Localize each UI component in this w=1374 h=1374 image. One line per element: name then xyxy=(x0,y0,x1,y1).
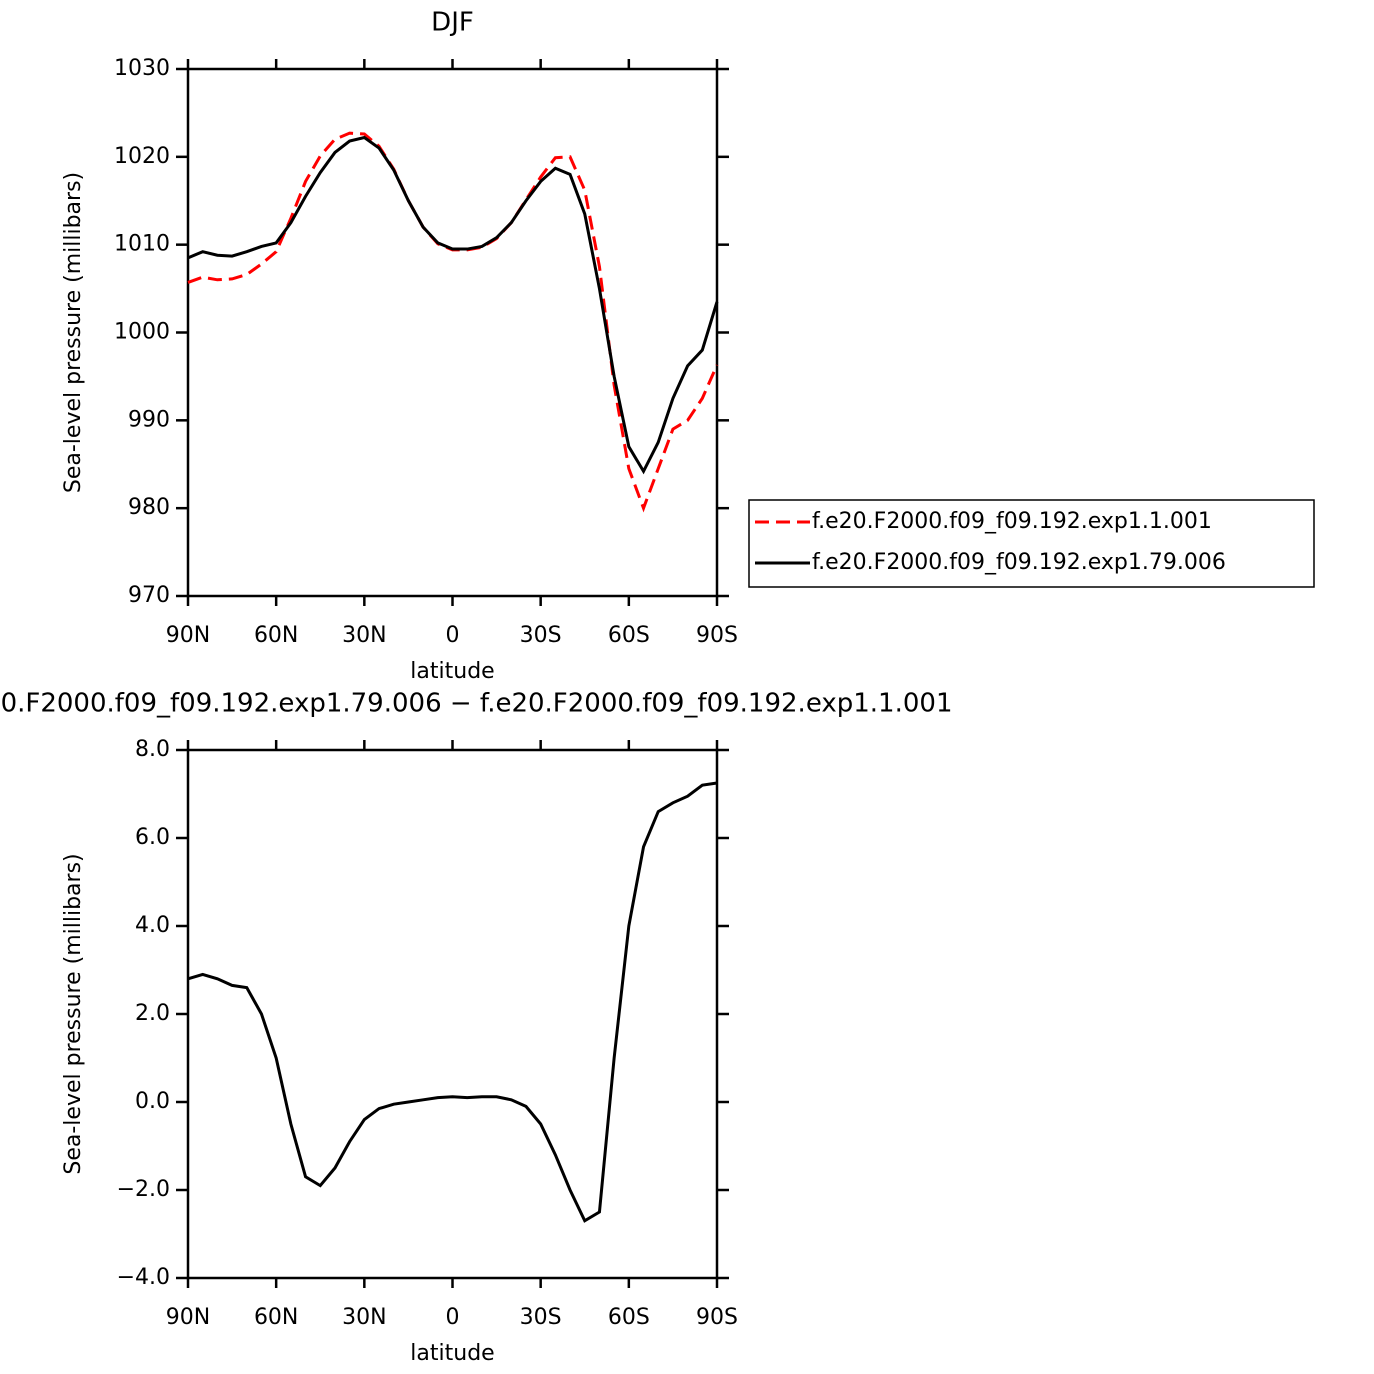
x-axis-label: latitude xyxy=(410,659,494,684)
chart-title: DJF xyxy=(431,8,474,38)
x-axis-label: latitude xyxy=(410,1341,494,1366)
y-axis-label: Sea-level pressure (millibars) xyxy=(61,853,86,1174)
y-tick-label: 980 xyxy=(128,495,170,520)
y-tick-label: 1030 xyxy=(114,56,170,81)
x-tick-label: 0 xyxy=(446,623,460,648)
data-line xyxy=(187,131,719,513)
plot-frame xyxy=(186,67,719,598)
x-tick-label: 30N xyxy=(342,623,386,648)
x-tick-label: 90N xyxy=(166,1305,210,1330)
x-tick-label: 30N xyxy=(342,1305,386,1330)
x-tick-label: 60N xyxy=(254,1305,298,1330)
y-tick-label: 8.0 xyxy=(135,737,170,762)
y-axis-label: Sea-level pressure (millibars) xyxy=(61,172,86,493)
y-tick-label: 0.0 xyxy=(135,1089,170,1114)
y-tick-label: 1020 xyxy=(114,144,170,169)
plot-frame xyxy=(186,748,719,1280)
chart-title: f.e20.F2000.f09_f09.192.exp1.79.006 − f.… xyxy=(0,689,952,719)
x-tick-label: 30S xyxy=(520,1305,562,1330)
x-tick-label: 90S xyxy=(696,623,738,648)
y-tick-label: 1010 xyxy=(114,232,170,257)
x-tick-label: 60S xyxy=(608,1305,650,1330)
x-tick-label: 60S xyxy=(608,623,650,648)
y-tick-label: 970 xyxy=(128,583,170,608)
y-tick-label: −4.0 xyxy=(117,1265,170,1290)
x-tick-label: 60N xyxy=(254,623,298,648)
y-tick-label: 6.0 xyxy=(135,825,170,850)
legend-label: f.e20.F2000.f09_f09.192.exp1.1.001 xyxy=(812,509,1212,534)
data-line xyxy=(187,135,719,475)
x-tick-label: 90S xyxy=(696,1305,738,1330)
x-tick-label: 30S xyxy=(520,623,562,648)
y-tick-label: 2.0 xyxy=(135,1001,170,1026)
y-tick-label: 4.0 xyxy=(135,913,170,938)
legend-box xyxy=(748,499,1315,588)
legend-label: f.e20.F2000.f09_f09.192.exp1.79.006 xyxy=(812,550,1226,575)
y-tick-label: −2.0 xyxy=(117,1177,170,1202)
y-tick-label: 990 xyxy=(128,407,170,432)
x-tick-label: 90N xyxy=(166,623,210,648)
data-line xyxy=(187,781,718,1223)
y-tick-label: 1000 xyxy=(114,320,170,345)
x-tick-label: 0 xyxy=(446,1305,460,1330)
